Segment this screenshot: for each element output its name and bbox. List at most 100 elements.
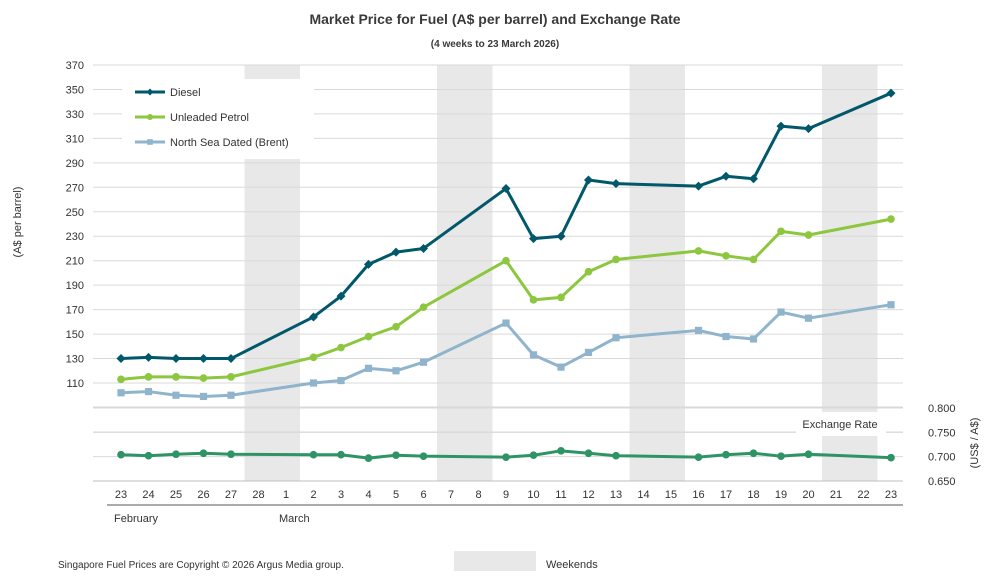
data-point-marker: [557, 293, 565, 302]
data-point-marker: [172, 450, 180, 459]
data-point-marker: [502, 319, 510, 327]
x-tick-label: 1: [283, 489, 289, 501]
y-tick-label: 350: [66, 84, 84, 96]
y-tick-label: 190: [66, 280, 84, 292]
data-point-marker: [529, 351, 538, 359]
x-tick-label: 23: [885, 489, 897, 501]
data-point-marker: [749, 255, 758, 264]
data-point-marker: [309, 353, 318, 362]
y2-tick-label: 0.750: [928, 427, 956, 439]
y-tick-label: 110: [66, 378, 84, 390]
data-point-marker: [364, 332, 373, 341]
data-point-marker: [364, 364, 373, 372]
x-tick-label: 26: [197, 489, 209, 501]
data-point-marker: [887, 453, 895, 462]
data-point-marker: [749, 449, 758, 458]
data-point-marker: [777, 452, 785, 461]
data-point-marker: [364, 454, 373, 462]
data-point-marker: [502, 453, 510, 461]
data-point-marker: [502, 256, 510, 265]
data-point-marker: [776, 121, 786, 131]
data-point-marker: [172, 391, 180, 399]
data-point-marker: [804, 231, 813, 239]
x-tick-label: 16: [692, 489, 704, 501]
x-tick-label: 28: [252, 489, 264, 501]
data-point-marker: [144, 373, 153, 381]
data-point-marker: [529, 451, 538, 460]
x-tick-label: 27: [225, 489, 237, 501]
data-point-marker: [336, 291, 346, 301]
weekends-legend-swatch: [454, 551, 536, 571]
data-point-marker: [722, 251, 730, 260]
chart-title: Market Price for Fuel (A$ per barrel) an…: [309, 11, 680, 27]
y2-tick-label: 0.800: [928, 403, 956, 415]
data-point-marker: [611, 179, 621, 189]
data-point-marker: [392, 367, 400, 375]
data-point-marker: [227, 373, 235, 381]
data-point-marker: [117, 375, 125, 384]
data-point-marker: [777, 308, 785, 316]
x-tick-label: 11: [555, 489, 566, 501]
data-point-marker: [804, 314, 813, 322]
data-point-marker: [694, 453, 703, 461]
data-point-marker: [146, 88, 154, 96]
x-tick-label: 7: [448, 489, 454, 501]
chart-subtitle: (4 weeks to 23 March 2026): [431, 39, 559, 50]
data-point-marker: [612, 451, 620, 460]
data-point-marker: [117, 450, 125, 459]
y-tick-label: 250: [66, 207, 84, 219]
data-point-marker: [529, 234, 538, 244]
data-point-marker: [694, 181, 703, 191]
data-point-marker: [804, 124, 813, 134]
x-tick-label: 21: [830, 489, 842, 501]
copyright-note: Singapore Fuel Prices are Copyright © 20…: [58, 560, 344, 571]
data-point-marker: [392, 451, 400, 460]
data-point-marker: [584, 175, 593, 185]
data-point-marker: [749, 174, 758, 184]
x-tick-label: 24: [142, 489, 154, 501]
data-point-marker: [172, 373, 180, 381]
x-tick-label: 14: [637, 489, 649, 501]
y-tick-label: 210: [66, 256, 84, 268]
data-point-marker: [557, 363, 565, 371]
exchange-rate-label: Exchange Rate: [802, 419, 877, 431]
y2-tick-label: 0.700: [928, 452, 956, 464]
data-point-marker: [749, 335, 758, 343]
y-tick-label: 130: [66, 354, 84, 366]
data-point-marker: [199, 449, 208, 458]
x-tick-label: 12: [582, 489, 594, 501]
legend-label: Unleaded Petrol: [170, 112, 249, 124]
y-tick-label: 230: [66, 231, 84, 243]
data-point-marker: [612, 255, 620, 264]
month-label: February: [114, 513, 159, 525]
data-point-marker: [337, 450, 345, 459]
x-tick-label: 23: [115, 489, 127, 501]
data-point-marker: [199, 354, 208, 364]
data-point-marker: [419, 452, 428, 461]
legend-label: North Sea Dated (Brent): [170, 137, 289, 149]
series-lines: [116, 88, 896, 462]
x-tick-label: 18: [747, 489, 759, 501]
x-tick-label: 3: [338, 489, 344, 501]
data-point-marker: [392, 322, 400, 331]
x-tick-label: 6: [420, 489, 426, 501]
data-point-marker: [721, 171, 731, 181]
data-point-marker: [804, 450, 813, 459]
data-point-marker: [887, 301, 895, 309]
x-tick-label: 5: [393, 489, 399, 501]
data-point-marker: [199, 374, 208, 382]
x-tick-label: 25: [170, 489, 182, 501]
data-point-marker: [419, 303, 428, 311]
data-point-marker: [887, 215, 895, 223]
data-point-marker: [419, 243, 428, 253]
data-point-marker: [309, 312, 318, 322]
data-point-marker: [557, 447, 565, 455]
y-tick-label: 170: [66, 305, 84, 317]
legend: Diesel Unleaded Petrol North Sea Dated (Br…: [135, 87, 289, 149]
gridlines: [93, 64, 903, 482]
data-point-marker: [227, 391, 235, 399]
data-point-marker: [337, 376, 345, 385]
x-tick-label: 2: [310, 489, 316, 501]
data-point-marker: [144, 352, 153, 362]
